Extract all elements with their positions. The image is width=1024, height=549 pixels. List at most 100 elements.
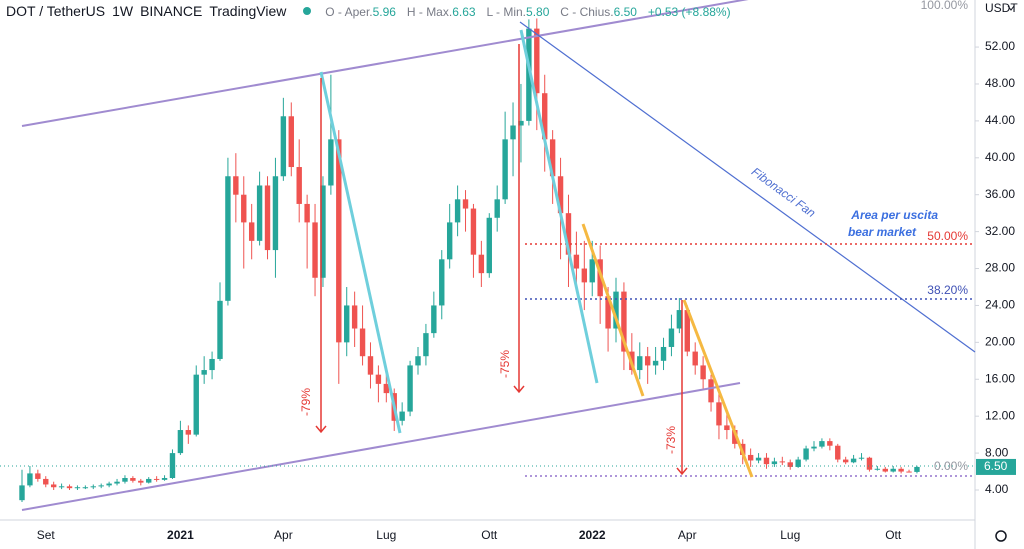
candle-body — [866, 457, 873, 470]
candle-body — [684, 310, 690, 352]
candle-body — [597, 259, 603, 297]
candle-body — [288, 116, 294, 168]
status-dot — [303, 7, 312, 15]
candle-body — [280, 116, 287, 177]
candle-body — [336, 139, 342, 343]
ohlc-label: L - Min. — [486, 5, 527, 19]
candle-body — [827, 441, 833, 446]
y-tick-label: 32.00 — [985, 224, 1015, 238]
channel-bottom — [21, 382, 741, 511]
symbol[interactable]: DOT / TetherUS — [6, 3, 106, 19]
y-tick-label: 12.00 — [985, 408, 1015, 422]
currency-caret — [1007, 5, 1015, 11]
candle-body — [676, 310, 683, 329]
candle-body — [439, 259, 445, 306]
settings-icon[interactable] — [995, 530, 1007, 542]
candle-body — [351, 305, 358, 329]
interval[interactable]: 1W — [112, 3, 134, 19]
candle-body — [82, 487, 89, 489]
candle-body — [565, 213, 572, 255]
candle-body — [225, 176, 231, 301]
candle-body — [644, 356, 651, 366]
candle-body — [858, 457, 865, 459]
candle-body — [462, 199, 469, 209]
candle-body — [732, 430, 738, 444]
drop-line — [682, 299, 754, 478]
candle-body — [526, 28, 532, 121]
y-tick-label: 48.00 — [985, 76, 1015, 90]
candle-body — [882, 468, 888, 472]
candle-body — [431, 305, 437, 334]
y-tick-label: 16.00 — [985, 371, 1015, 385]
drop-arrow — [513, 44, 525, 394]
candle-body — [842, 459, 849, 463]
candle-body — [35, 473, 41, 479]
x-tick-label: Ott — [885, 528, 902, 542]
drop-percent: -79% — [299, 388, 313, 416]
y-tick-label: 24.00 — [985, 298, 1015, 312]
fib-level-label: 38.20% — [927, 283, 968, 297]
candle-body — [787, 462, 793, 467]
change: +0.53 (+8.88%) — [647, 5, 731, 19]
candle-body — [510, 125, 516, 140]
drop-arrow — [315, 78, 327, 434]
candle-body — [502, 139, 508, 200]
candle-body — [906, 471, 912, 473]
candle-body — [359, 328, 366, 357]
exchange: BINANCE — [140, 3, 203, 19]
y-tick-label: 40.00 — [985, 150, 1015, 164]
candle-body — [803, 448, 809, 460]
candle-body — [375, 374, 382, 384]
y-tick-label: 8.00 — [985, 445, 1009, 459]
candle-body — [296, 167, 302, 204]
candle-body — [209, 358, 215, 371]
candle-body — [217, 300, 223, 359]
fib-level-label: 0.00% — [934, 459, 968, 473]
candles — [19, 18, 920, 503]
candle-body — [708, 379, 714, 403]
x-tick-label: Apr — [274, 528, 293, 542]
candle-body — [344, 305, 350, 343]
drop-line — [319, 71, 402, 434]
candle-body — [747, 454, 754, 461]
candle-body — [415, 356, 421, 366]
drop-line — [581, 223, 645, 397]
y-tick-label: 20.00 — [985, 335, 1015, 349]
candle-body — [589, 259, 595, 283]
ohlc-value: 5.80 — [526, 5, 550, 19]
currency[interactable]: USDT — [985, 1, 1018, 15]
x-tick-label: Ott — [481, 528, 498, 542]
candle-body — [763, 457, 770, 465]
candle-body — [898, 468, 904, 472]
candle-body — [58, 486, 65, 488]
candle-body — [43, 478, 49, 485]
candle-body — [304, 203, 310, 223]
candle-body — [74, 487, 81, 489]
candle-body — [177, 430, 184, 454]
y-tick-label: 4.00 — [985, 482, 1009, 496]
channel-top — [21, 0, 749, 127]
candle-body — [755, 457, 762, 461]
candle-body — [621, 291, 627, 352]
candle-body — [272, 176, 279, 251]
y-tick-label: 36.00 — [985, 187, 1015, 201]
fib-fan-line — [519, 21, 976, 353]
candle-body — [549, 139, 556, 177]
candle-body — [66, 486, 73, 489]
candle-body — [106, 483, 112, 486]
area-label: bear market — [848, 225, 917, 239]
candle-body — [771, 461, 778, 465]
ohlc-value: 5.96 — [372, 5, 396, 19]
candle-body — [146, 478, 152, 483]
candle-body — [700, 365, 706, 380]
candle-body — [193, 374, 199, 435]
candle-body — [605, 296, 611, 329]
candle-body — [367, 356, 374, 375]
x-tick-label: 2022 — [579, 528, 606, 542]
candle-body — [122, 478, 128, 482]
candle-body — [716, 402, 722, 426]
fib-level-label: 50.00% — [927, 229, 968, 243]
fib-level-label: 100.00% — [921, 0, 969, 12]
